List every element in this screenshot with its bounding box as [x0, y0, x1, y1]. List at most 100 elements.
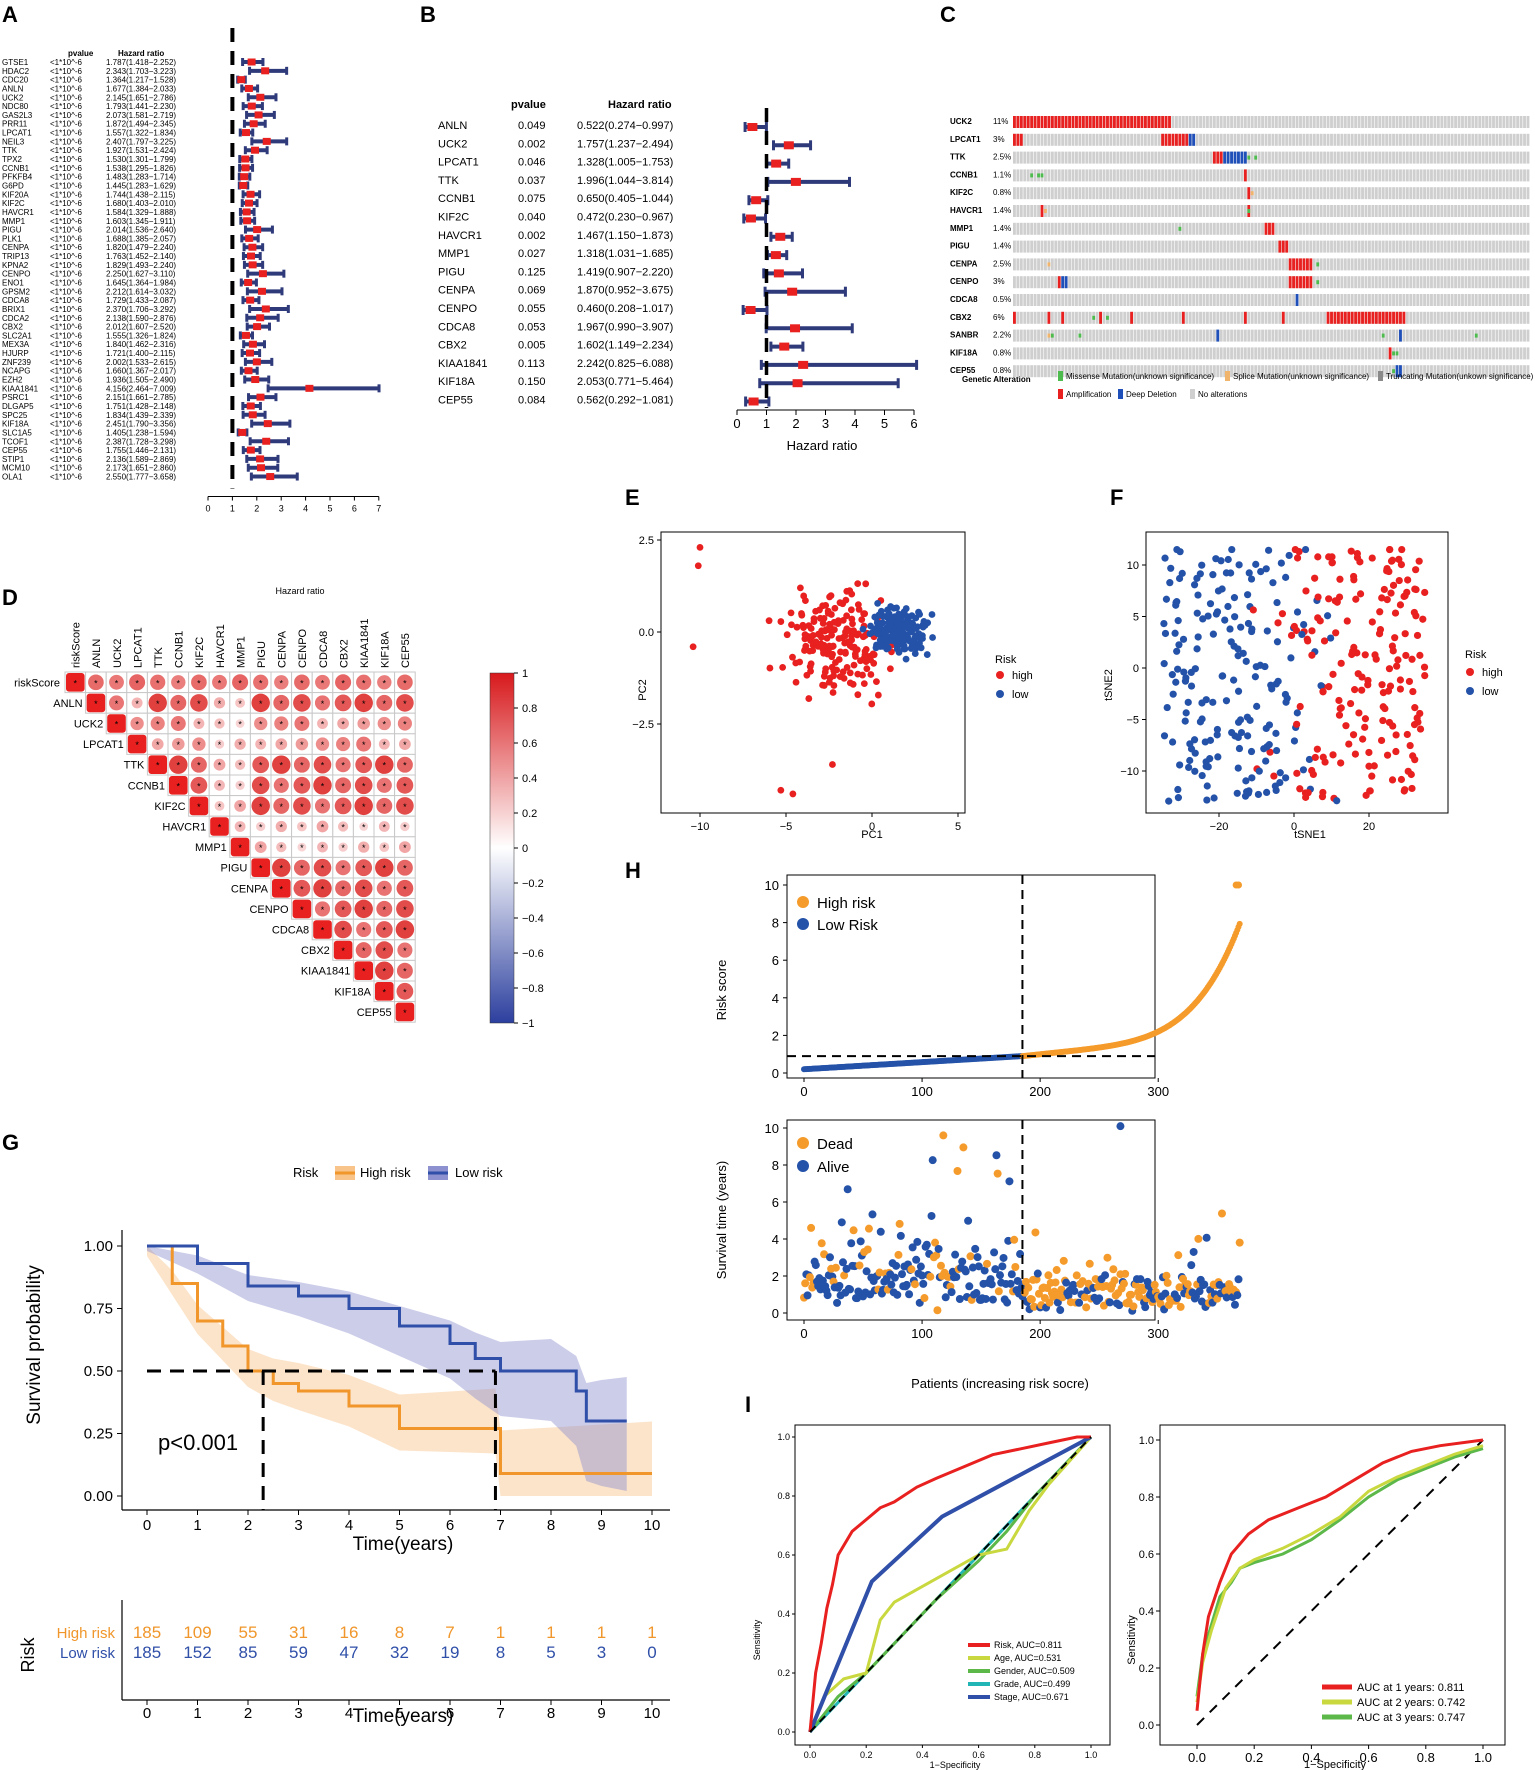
c-cell-none — [1240, 116, 1244, 128]
c-cell-none — [1402, 151, 1406, 164]
c-cell-none — [1219, 205, 1223, 217]
c-cell-none — [1085, 222, 1089, 235]
c-cell-none — [1181, 169, 1185, 182]
e-point-low — [895, 611, 903, 618]
c-cell-amp — [1288, 258, 1292, 271]
c-cell-none — [1378, 151, 1382, 164]
c-cell-none — [1498, 240, 1502, 253]
h-bottom-point-dead — [1011, 1262, 1020, 1271]
d-cell-circle — [190, 694, 208, 712]
c-cell-none — [1412, 151, 1416, 164]
c-cell-none — [1464, 258, 1468, 271]
f-point-high — [1328, 553, 1336, 561]
f-point-high — [1412, 566, 1420, 574]
c-cell-none — [1281, 133, 1285, 146]
c-cell-none — [1502, 329, 1506, 342]
d-cell-diag — [107, 714, 126, 733]
c-cell-none — [1440, 347, 1444, 360]
c-cell-none — [1402, 205, 1406, 217]
f-point-high — [1319, 688, 1327, 696]
c-cell-none — [1440, 116, 1444, 128]
d-cell-circle — [171, 675, 186, 690]
c-cell-none — [1392, 222, 1395, 235]
c-cell-none — [1261, 347, 1265, 360]
c-cell-none — [1168, 169, 1171, 182]
c-cell-none — [1261, 187, 1265, 200]
c-cell-none — [1078, 294, 1082, 306]
c-cell-none — [1095, 205, 1099, 217]
c-cell-none — [1212, 133, 1216, 146]
c-cell-none — [1181, 222, 1185, 235]
c-cell-missense — [1247, 209, 1251, 213]
c-cell-none — [1381, 240, 1385, 253]
c-cell-none — [1192, 205, 1196, 217]
c-cell-none — [1254, 347, 1258, 360]
c-cell-none — [1295, 347, 1299, 360]
c-cell-none — [1026, 169, 1030, 182]
c-cell-none — [1443, 311, 1447, 324]
f-point-high — [1400, 787, 1408, 795]
c-cell-none — [1268, 347, 1271, 360]
c-cell-none — [1164, 169, 1168, 182]
a-estimate-marker — [252, 358, 261, 366]
c-cell-none — [1498, 311, 1502, 324]
c-cell-none — [1261, 240, 1265, 253]
c-cell-del — [1237, 151, 1240, 164]
c-cell-none — [1243, 222, 1247, 235]
c-cell-none — [1254, 116, 1258, 128]
c-cell-none — [1030, 276, 1034, 289]
c-cell-none — [1430, 311, 1433, 324]
c-cell-amp — [1071, 116, 1075, 128]
c-cell-none — [1364, 347, 1368, 360]
c-cell-none — [1509, 311, 1513, 324]
a-gene-label: EZH2 — [2, 376, 23, 385]
a-x-tick-label: 1 — [230, 504, 235, 514]
c-cell-none — [1357, 116, 1361, 128]
c-cell-amp — [1126, 116, 1130, 128]
a-pvalue: <1*10^-6 — [50, 314, 83, 323]
c-cell-none — [1512, 169, 1516, 182]
c-cell-none — [1099, 133, 1103, 146]
c-cell-none — [1188, 169, 1192, 182]
c-cell-amp — [1085, 116, 1089, 128]
g-table-x-tick-label: 6 — [446, 1705, 454, 1722]
c-cell-none — [1102, 258, 1106, 271]
c-cell-none — [1395, 276, 1399, 289]
e-point-low — [911, 634, 918, 642]
c-cell-none — [1047, 133, 1051, 146]
c-cell-none — [1505, 222, 1509, 235]
e-x-tick-label: −5 — [780, 821, 793, 833]
c-cell-none — [1271, 347, 1275, 360]
c-cell-none — [1436, 347, 1440, 360]
c-cell-none — [1467, 133, 1471, 146]
h-bottom-point-alive — [990, 1248, 999, 1257]
c-cell-none — [1195, 205, 1199, 217]
f-point-low — [1277, 559, 1285, 567]
e-point-high — [807, 625, 815, 632]
c-cell-none — [1057, 205, 1061, 217]
c-cell-none — [1154, 133, 1158, 146]
e-point-low — [872, 614, 880, 622]
c-cell-none — [1261, 329, 1265, 342]
c-cell-none — [1295, 222, 1299, 235]
c-cell-none — [1178, 258, 1182, 271]
d-cell-star: * — [403, 740, 407, 750]
d-cell-star: * — [156, 720, 160, 730]
c-cell-none — [1474, 365, 1478, 378]
g-x-tick-label: 5 — [395, 1517, 403, 1534]
c-cell-amp — [1168, 116, 1171, 128]
c-cell-none — [1202, 240, 1206, 253]
c-cell-none — [1274, 133, 1278, 146]
f-point-high — [1415, 557, 1423, 565]
d-cell-circle — [272, 755, 291, 774]
a-gene-label: GTSE1 — [2, 58, 29, 67]
c-cell-none — [1264, 169, 1268, 182]
c-cell-none — [1374, 365, 1378, 378]
c-cell-del — [1226, 151, 1230, 164]
c-cell-none — [1512, 205, 1516, 217]
a-hr-text: 1.755(1.446−2.131) — [106, 446, 176, 455]
c-cell-none — [1443, 133, 1447, 146]
c-cell-none — [1461, 329, 1464, 342]
c-cell-none — [1316, 151, 1320, 164]
g-ylabel: Survival probability — [24, 1265, 45, 1425]
